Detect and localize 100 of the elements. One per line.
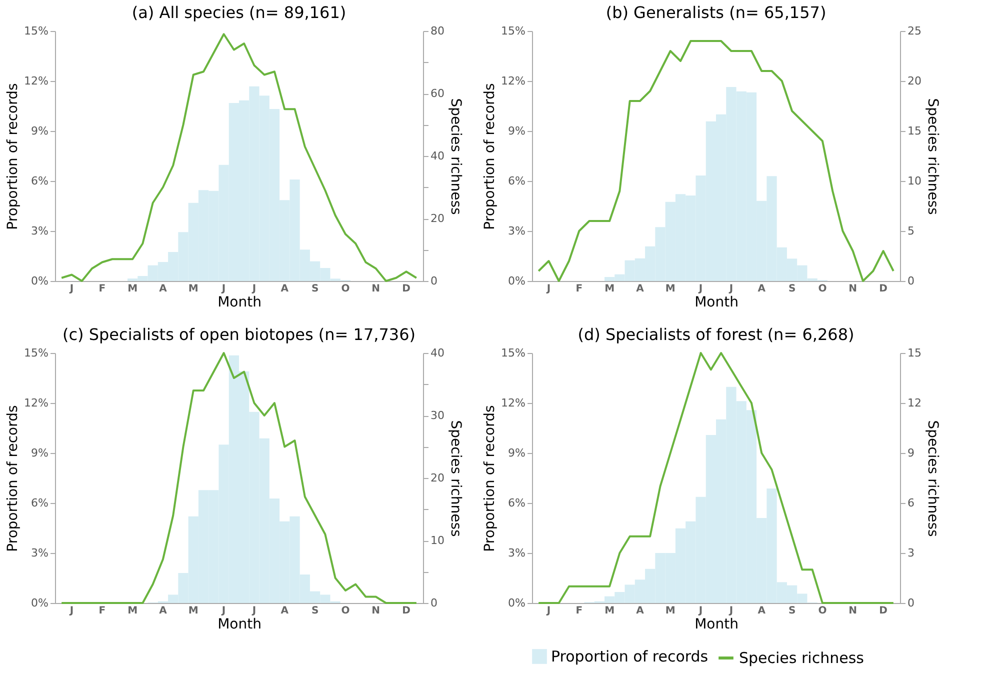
y-tick-label: 15% (24, 24, 48, 38)
x-tick-label: O (341, 284, 350, 294)
x-tick-label: A (758, 606, 766, 616)
y-tick-label: 12% (501, 74, 526, 88)
x-tick-label: J (220, 284, 226, 294)
x-axis-title: Month (694, 616, 738, 632)
y2-tick-label: 0 (908, 274, 914, 288)
x-tick-label: D (402, 284, 410, 294)
y2-tick-label: 0 (430, 596, 438, 610)
y-tick-label: 9% (508, 446, 526, 460)
y2-tick-label: 20 (908, 74, 922, 88)
y-axis-title: Proportion of records (482, 83, 498, 230)
x-tick-label: J (728, 606, 734, 616)
y2-tick-label: 40 (430, 150, 444, 162)
x-tick-label: J (546, 606, 551, 616)
chart-title: (c) Specialists of open biotopes (n= 17,736) (62, 325, 416, 344)
y2-tick-label: 6 (908, 496, 914, 510)
x-axis-title: Month (694, 294, 738, 310)
x-tick-label: J (698, 606, 703, 616)
y-tick-label: 6% (508, 496, 526, 510)
x-tick-label: M (604, 606, 615, 616)
y2-tick-label: 25 (908, 24, 922, 38)
x-tick-label: A (636, 284, 644, 294)
x-tick-label: F (98, 606, 106, 616)
y2-tick-label: 15 (908, 124, 922, 138)
x-tick-label: A (636, 606, 644, 616)
y-tick-label: 12% (24, 396, 48, 410)
y2-tick-label: 40 (430, 346, 444, 360)
x-tick-label: N (848, 606, 858, 616)
y-tick-label: 6% (31, 174, 48, 188)
y-tick-label: 0% (31, 274, 48, 288)
y2-axis-title: Species richness (447, 98, 464, 215)
y2-tick-label: 15 (908, 346, 922, 360)
x-tick-label: A (159, 606, 168, 616)
y2-tick-label: 80 (430, 24, 444, 38)
x-tick-label: J (251, 606, 256, 616)
y2-axis-title: Species richness (924, 420, 940, 537)
x-tick-label: O (341, 606, 350, 616)
x-tick-label: D (402, 606, 410, 616)
y-tick-label: 0% (508, 596, 526, 610)
y-tick-label: 3% (508, 546, 526, 560)
x-tick-label: A (159, 284, 168, 294)
line-series (538, 352, 894, 604)
y-tick-label: 15% (501, 24, 526, 38)
y2-tick-label: 10 (430, 534, 444, 547)
x-tick-label: M (188, 606, 198, 616)
x-tick-label: S (788, 606, 796, 616)
x-tick-label: J (728, 284, 734, 294)
x-tick-label: J (251, 284, 256, 294)
x-tick-label: D (879, 606, 888, 616)
y2-tick-label: 10 (908, 174, 922, 188)
x-tick-label: M (128, 284, 138, 294)
x-tick-label: M (188, 284, 198, 294)
y2-axis-title: Species richness (924, 98, 940, 215)
y2-tick-label: 30 (430, 409, 444, 422)
x-tick-label: S (311, 284, 319, 294)
x-tick-label: M (128, 606, 138, 616)
x-tick-label: M (665, 606, 676, 616)
x-tick-label: M (665, 284, 676, 294)
x-tick-label: O (818, 606, 827, 616)
y2-tick-label: 12 (908, 396, 922, 410)
y-tick-label: 15% (24, 346, 48, 360)
y-tick-label: 3% (31, 224, 48, 238)
chart-title: (b) Generalists (n= 65,157) (606, 3, 826, 22)
y2-tick-label: 9 (908, 446, 914, 460)
y2-tick-label: 0 (430, 274, 438, 288)
x-tick-label: J (546, 284, 551, 294)
line-series (60, 33, 418, 282)
y-tick-label: 0% (508, 274, 526, 288)
x-axis-title: Month (218, 616, 262, 632)
y-tick-label: 6% (31, 496, 48, 510)
line-series (538, 40, 894, 282)
x-tick-label: J (68, 284, 74, 294)
y-tick-label: 6% (508, 174, 526, 188)
y-axis-title: Proportion of records (5, 405, 22, 552)
x-tick-label: J (698, 284, 703, 294)
legend-label: Species richness (739, 649, 864, 667)
x-tick-label: A (758, 284, 766, 294)
x-tick-label: N (372, 284, 380, 294)
x-tick-label: S (788, 284, 796, 294)
x-tick-label: A (280, 284, 289, 294)
x-tick-label: M (604, 284, 615, 294)
y-tick-label: 0% (31, 596, 48, 610)
y2-tick-label: 3 (908, 546, 914, 560)
y-tick-label: 9% (508, 124, 526, 138)
chart-title: (d) Specialists of forest (n= 6,268) (578, 325, 854, 344)
y-tick-label: 3% (31, 546, 48, 560)
y-tick-label: 12% (501, 396, 526, 410)
x-tick-label: J (68, 606, 74, 616)
x-tick-label: S (311, 606, 319, 616)
x-tick-label: F (98, 284, 106, 294)
y-tick-label: 3% (508, 224, 526, 238)
y-tick-label: 12% (24, 74, 48, 88)
legend-label: Proportion of records (551, 648, 708, 666)
x-tick-label: D (879, 284, 888, 294)
x-tick-label: J (220, 606, 226, 616)
y-axis-title: Proportion of records (482, 405, 498, 552)
y2-tick-label: 20 (430, 212, 444, 225)
y2-tick-label: 5 (908, 224, 914, 238)
y2-axis-title: Species richness (447, 420, 464, 537)
